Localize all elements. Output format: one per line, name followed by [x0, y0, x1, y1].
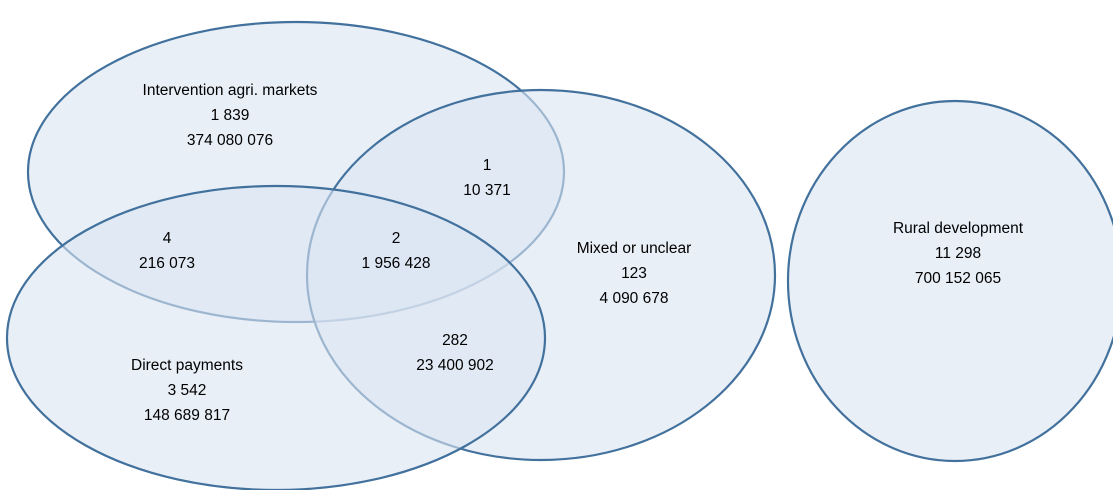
intersection-amount: 1 956 428: [362, 255, 431, 272]
set-amount: 4 090 678: [600, 290, 669, 307]
set-count: 1 839: [211, 107, 250, 124]
intersection-amount: 23 400 902: [416, 357, 494, 374]
label-all-three: 2 1 956 428: [362, 230, 431, 272]
set-count: 11 298: [935, 245, 981, 262]
intersection-count: 1: [483, 157, 492, 174]
set-name: Intervention agri. markets: [143, 82, 318, 99]
label-mixed-direct: 282 23 400 902: [416, 332, 494, 374]
intersection-amount: 216 073: [139, 255, 195, 272]
set-amount: 374 080 076: [187, 132, 273, 149]
set-count: 123: [621, 265, 647, 282]
intersection-count: 282: [442, 332, 468, 349]
label-mixed-or-unclear: Mixed or unclear 123 4 090 678: [577, 240, 692, 307]
set-direct-payments: [5, 184, 547, 490]
set-rural-development: [786, 99, 1113, 463]
set-count: 3 542: [168, 382, 207, 399]
intersection-count: 4: [163, 230, 172, 247]
label-rural-development: Rural development 11 298 700 152 065: [893, 220, 1024, 287]
intersection-amount: 10 371: [463, 182, 510, 199]
intersection-count: 2: [392, 230, 401, 247]
label-intervention-mixed: 1 10 371: [463, 157, 510, 199]
label-intervention-agri-markets: Intervention agri. markets 1 839 374 080…: [143, 82, 318, 149]
label-intervention-direct: 4 216 073: [139, 230, 195, 272]
set-amount: 148 689 817: [144, 407, 230, 424]
set-name: Mixed or unclear: [577, 240, 692, 257]
set-name: Direct payments: [131, 357, 243, 374]
label-direct-payments: Direct payments 3 542 148 689 817: [131, 357, 243, 424]
set-name: Rural development: [893, 220, 1024, 237]
set-amount: 700 152 065: [915, 270, 1001, 287]
